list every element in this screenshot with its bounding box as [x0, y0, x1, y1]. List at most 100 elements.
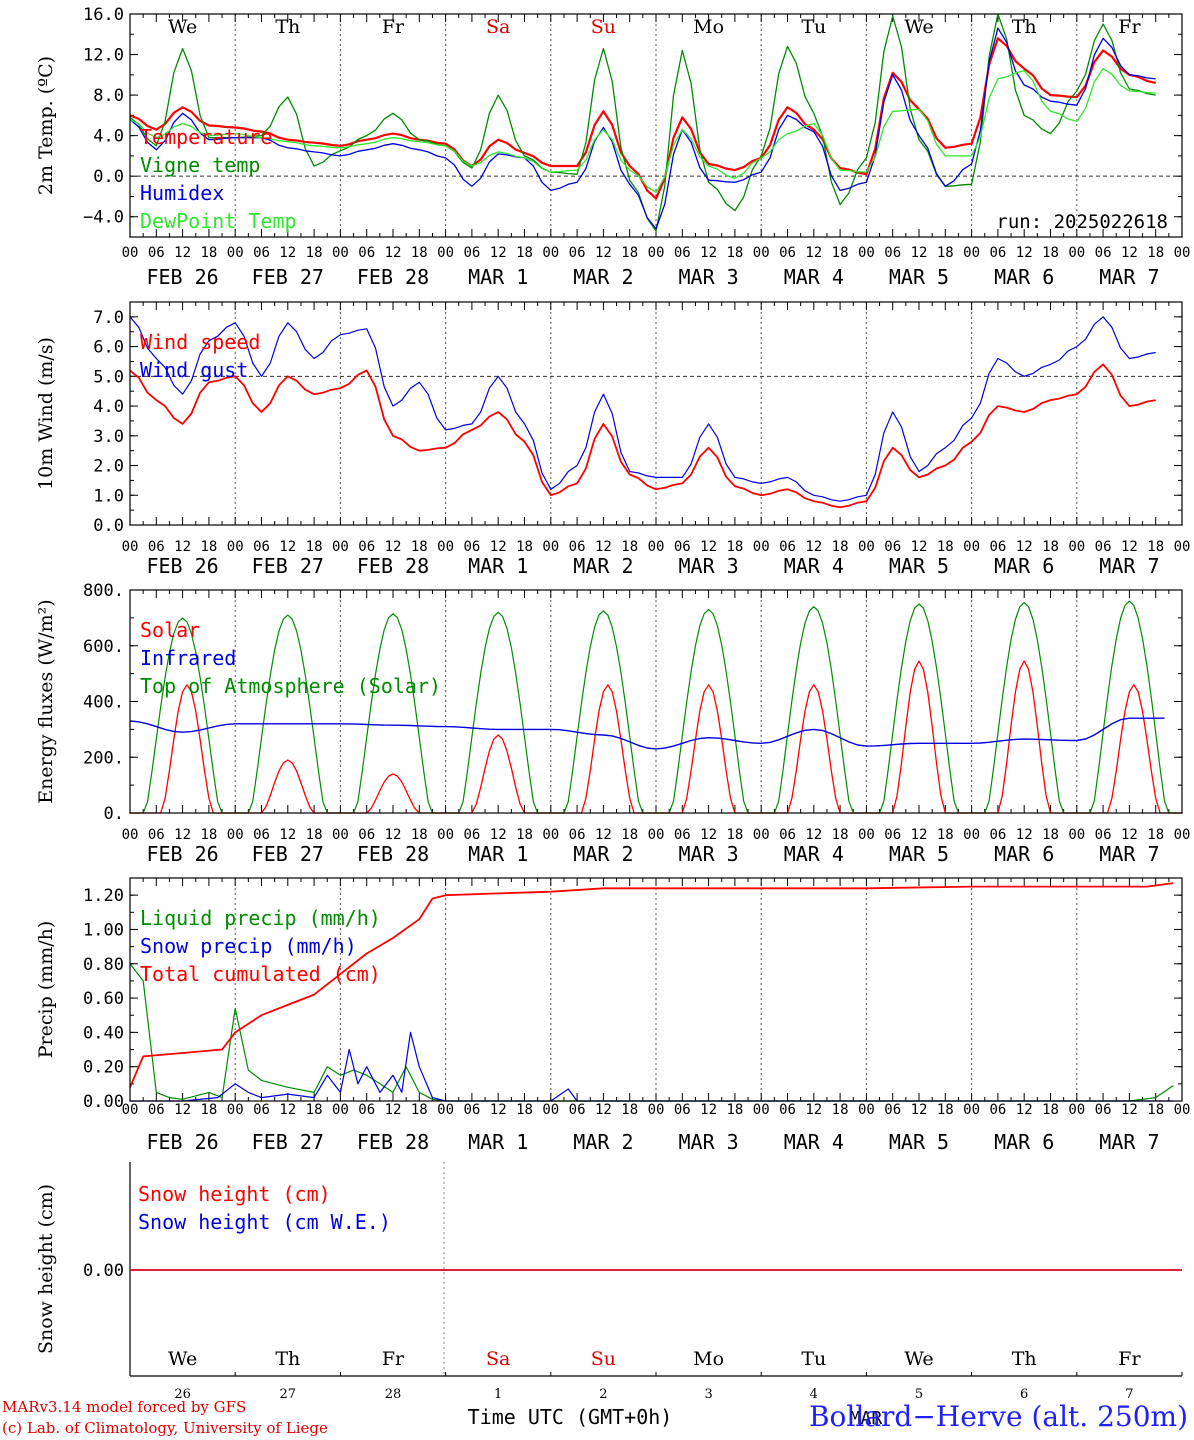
- date-label: MAR 5: [889, 554, 949, 578]
- hour-label: 06: [569, 1102, 586, 1118]
- hour-label: 06: [674, 245, 691, 261]
- hour-label: 18: [1042, 245, 1059, 261]
- hour-label: 18: [937, 827, 954, 843]
- hour-label: 12: [174, 1102, 191, 1118]
- y-tick-label: 5.0: [93, 367, 124, 387]
- y-tick-label: 0.20: [83, 1058, 124, 1078]
- hour-label: 00: [1174, 827, 1191, 843]
- hour-label: 06: [884, 1102, 901, 1118]
- hour-label: 06: [884, 245, 901, 261]
- panel-frame: [129, 589, 1183, 814]
- hour-label: 00: [437, 539, 454, 555]
- weekday-label: Tu: [801, 1348, 826, 1370]
- date-label: MAR 6: [994, 1130, 1054, 1154]
- y-tick-label: 16.0: [83, 5, 124, 25]
- hour-label: 06: [569, 827, 586, 843]
- hour-label: 18: [200, 539, 217, 555]
- date-label: FEB 28: [357, 265, 429, 289]
- model-credit: MARv3.14 model forced by GFS: [2, 1398, 247, 1416]
- y-tick-label: −4.0: [83, 208, 124, 228]
- hour-label: 06: [463, 1102, 480, 1118]
- weekday-label: Th: [1012, 1348, 1037, 1370]
- hour-label: 12: [490, 539, 507, 555]
- y-tick-label: 200.: [83, 748, 124, 768]
- y-tick-label: 8.0: [93, 86, 124, 106]
- run-label: run: 2025022618: [996, 211, 1168, 233]
- hour-label: 00: [437, 245, 454, 261]
- date-label: MAR 3: [678, 554, 738, 578]
- hour-label: 00: [648, 1102, 665, 1118]
- date-label: MAR 4: [784, 554, 844, 578]
- date-label: MAR 3: [678, 842, 738, 866]
- y-tick-label: 1.00: [83, 920, 124, 940]
- weekday-label: Su: [591, 16, 616, 38]
- hour-label: 00: [122, 539, 139, 555]
- series-line: [129, 316, 1156, 502]
- hour-label: 00: [963, 1102, 980, 1118]
- hour-label: 00: [1068, 827, 1085, 843]
- weekday-label: We: [904, 16, 933, 38]
- date-label: FEB 27: [252, 554, 324, 578]
- x-axis-title: Time UTC (GMT+0h): [468, 1405, 673, 1429]
- date-label: MAR 1: [468, 265, 528, 289]
- hour-label: 00: [648, 539, 665, 555]
- hour-label: 00: [542, 245, 559, 261]
- hour-label: 06: [358, 827, 375, 843]
- hour-label: 18: [411, 827, 428, 843]
- hour-label: 00: [332, 539, 349, 555]
- weekday-label: Sa: [486, 16, 510, 38]
- y-tick-label: 0.40: [83, 1023, 124, 1043]
- hour-label: 18: [516, 539, 533, 555]
- weekday-label: Th: [275, 16, 300, 38]
- date-label: MAR 7: [1099, 265, 1159, 289]
- day-number: 2: [599, 1387, 607, 1402]
- hour-label: 12: [385, 1102, 402, 1118]
- hour-label: 12: [174, 245, 191, 261]
- hour-label: 00: [648, 245, 665, 261]
- legend-entry: Temperature: [140, 125, 272, 149]
- y-tick-label: 4.0: [93, 127, 124, 147]
- hour-label: 12: [385, 827, 402, 843]
- panel-frame: [129, 13, 1183, 238]
- hour-label: 00: [332, 245, 349, 261]
- hour-label: 06: [358, 1102, 375, 1118]
- hour-label: 12: [595, 827, 612, 843]
- date-label: MAR 3: [678, 1130, 738, 1154]
- y-tick-label: 6.0: [93, 338, 124, 358]
- hour-label: 00: [542, 539, 559, 555]
- hour-label: 06: [779, 827, 796, 843]
- hour-label: 12: [700, 1102, 717, 1118]
- hour-label: 12: [1121, 1102, 1138, 1118]
- hour-label: 06: [253, 1102, 270, 1118]
- y-tick-label: 0.60: [83, 989, 124, 1009]
- y-tick-label: 12.0: [83, 46, 124, 66]
- hour-label: 12: [490, 827, 507, 843]
- weekday-label: We: [904, 1348, 933, 1370]
- y-tick-label: 3.0: [93, 427, 124, 447]
- hour-label: 00: [963, 539, 980, 555]
- date-label: MAR 6: [994, 265, 1054, 289]
- day-number: 26: [174, 1387, 191, 1402]
- day-number: 3: [704, 1387, 712, 1402]
- hour-label: 18: [516, 245, 533, 261]
- hour-label: 18: [411, 1102, 428, 1118]
- hour-label: 12: [1016, 539, 1033, 555]
- date-label: MAR 6: [994, 554, 1054, 578]
- month-label: MAR: [850, 1408, 883, 1429]
- hour-label: 06: [1095, 1102, 1112, 1118]
- hour-label: 18: [200, 1102, 217, 1118]
- panel-frame: [129, 301, 1183, 526]
- hour-label: 18: [937, 539, 954, 555]
- hour-label: 12: [700, 827, 717, 843]
- hour-label: 18: [1042, 1102, 1059, 1118]
- hour-label: 06: [148, 1102, 165, 1118]
- hour-label: 18: [621, 827, 638, 843]
- y-tick-label: 800.: [83, 581, 124, 601]
- day-number: 6: [1020, 1387, 1028, 1402]
- day-number: 28: [385, 1387, 402, 1402]
- day-number: 4: [810, 1387, 818, 1402]
- hour-label: 06: [148, 245, 165, 261]
- hour-label: 12: [595, 539, 612, 555]
- hour-label: 12: [1121, 245, 1138, 261]
- weekday-label: Mo: [693, 1348, 724, 1370]
